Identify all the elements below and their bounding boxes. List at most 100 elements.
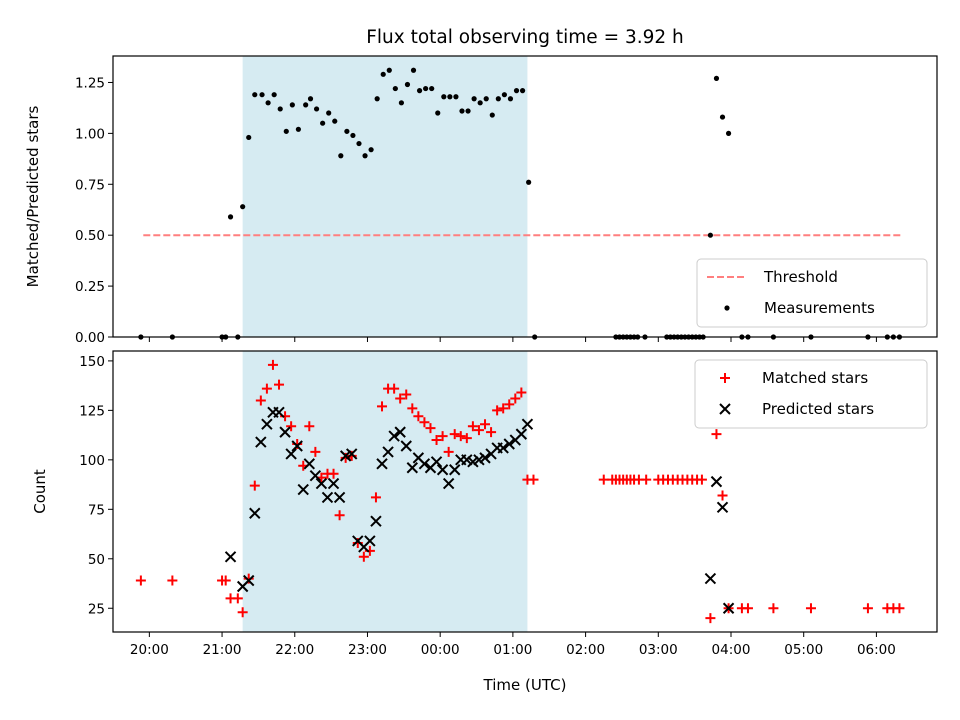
predicted-stars-point: [249, 507, 261, 519]
measurements-point: [459, 108, 465, 114]
predicted-stars-point: [442, 477, 455, 490]
predicted-stars-point: [364, 535, 376, 547]
predicted-stars-point: [710, 475, 723, 488]
measurements-point: [350, 132, 356, 139]
measurements-point: [423, 85, 429, 92]
legend-predicted-stars-swatch: [719, 403, 731, 415]
matched-stars-point: [431, 435, 442, 446]
predicted-stars-point: [273, 406, 285, 419]
measurements-point: [368, 147, 374, 153]
matched-stars-point: [377, 401, 388, 412]
matched-stars-point: [705, 613, 716, 624]
measurements-point: [313, 106, 320, 112]
legend-measurements-label: Measurements: [764, 299, 875, 317]
measurements-point: [435, 110, 441, 116]
predicted-stars-point: [394, 426, 406, 438]
predicted-stars-point: [243, 574, 255, 587]
predicted-stars-point: [376, 458, 388, 470]
predicted-stars-point: [449, 464, 461, 476]
legend-box: [696, 258, 928, 328]
x-tick-label: 01:00: [493, 642, 532, 658]
predicted-stars-point: [291, 440, 303, 452]
x-tick-label: 05:00: [784, 642, 823, 658]
predicted-stars-point: [722, 602, 735, 614]
top-ticks: 0.00 0.25 0.50 0.75 1.00 1.25: [75, 75, 877, 346]
x-tick-label: 22:00: [275, 642, 314, 658]
measurements-point: [227, 214, 234, 220]
bottom-y-axis-label: Count: [31, 469, 49, 514]
predicted-stars-point: [436, 464, 449, 476]
measurements-point: [404, 81, 411, 88]
measurements-point: [303, 102, 309, 108]
measurements-point: [362, 153, 368, 159]
predicted-stars-point: [333, 491, 346, 504]
measurements-point: [453, 94, 459, 100]
measurements-point: [447, 94, 453, 100]
bottom-marks: [135, 359, 905, 624]
matched-stars-point: [696, 474, 707, 485]
measurements-point: [374, 96, 380, 102]
measurements-point: [386, 67, 392, 73]
y-tick-label: 50: [88, 552, 105, 568]
bottom-legend: Matched stars Predicted stars: [694, 359, 928, 429]
measurements-point: [398, 100, 404, 106]
predicted-stars-point: [279, 426, 291, 438]
matched-stars-point: [461, 433, 472, 444]
y-tick-label: 0.00: [75, 330, 105, 346]
matched-stars-point: [334, 510, 345, 521]
matched-stars-point: [220, 575, 231, 586]
y-tick-label: 25: [88, 601, 105, 617]
matched-stars-point: [598, 474, 609, 485]
matched-stars-point: [304, 421, 315, 432]
legend-box: [694, 359, 928, 429]
matched-stars-point: [255, 395, 266, 406]
matched-stars-point: [768, 603, 779, 614]
predicted-stars-point: [382, 446, 394, 458]
predicted-stars-point: [224, 551, 237, 563]
measurements-point: [465, 108, 471, 114]
predicted-stars-point: [315, 477, 328, 490]
matched-stars-point: [249, 480, 260, 491]
legend-measurements-swatch: [724, 305, 730, 311]
matched-stars-point: [389, 383, 400, 394]
matched-stars-point: [232, 593, 243, 604]
y-tick-label: 0.25: [75, 279, 105, 295]
legend-matched-stars-swatch: [720, 373, 730, 383]
predicted-stars-point: [261, 418, 273, 430]
matched-stars-point: [711, 429, 722, 440]
measurements-point: [295, 126, 301, 132]
predicted-stars-point: [479, 452, 491, 464]
matched-stars-point: [274, 379, 285, 390]
matched-stars-point: [516, 387, 527, 398]
matched-stars-point: [443, 446, 454, 457]
y-tick-label: 150: [79, 354, 105, 370]
x-tick-label: 04:00: [712, 642, 751, 658]
x-axis-label: Time (UTC): [483, 676, 567, 694]
measurements-point: [519, 88, 526, 94]
predicted-stars-point: [497, 442, 509, 454]
x-tick-label: 21:00: [203, 642, 242, 658]
top-axes-frame: [112, 55, 938, 338]
matched-stars-point: [328, 468, 339, 479]
bottom-ticks: 25 50 75 100 125 150 20:00 21:00 22:00 23:00 00:00…: [79, 354, 896, 658]
measurements-point: [271, 92, 277, 98]
matched-stars-point: [742, 603, 753, 614]
matched-stars-point: [449, 429, 460, 440]
top-legend: Threshold Measurements: [696, 258, 928, 328]
predicted-stars-point: [503, 438, 515, 450]
matched-stars-point: [401, 389, 412, 400]
predicted-stars-point: [327, 477, 340, 490]
measurements-point: [240, 204, 246, 210]
x-tick-label: 06:00: [857, 642, 896, 658]
measurements-point: [416, 88, 423, 94]
predicted-stars-point: [309, 469, 322, 482]
predicted-stars-point: [521, 418, 534, 430]
predicted-stars-point: [388, 430, 400, 442]
predicted-stars-point: [370, 515, 382, 527]
measurements-point: [307, 96, 314, 102]
measurements-point: [483, 96, 489, 102]
predicted-stars-point: [716, 501, 729, 514]
predicted-stars-point: [321, 491, 334, 504]
measurements-point: [392, 85, 398, 92]
observing-window-shade: [242, 351, 528, 632]
